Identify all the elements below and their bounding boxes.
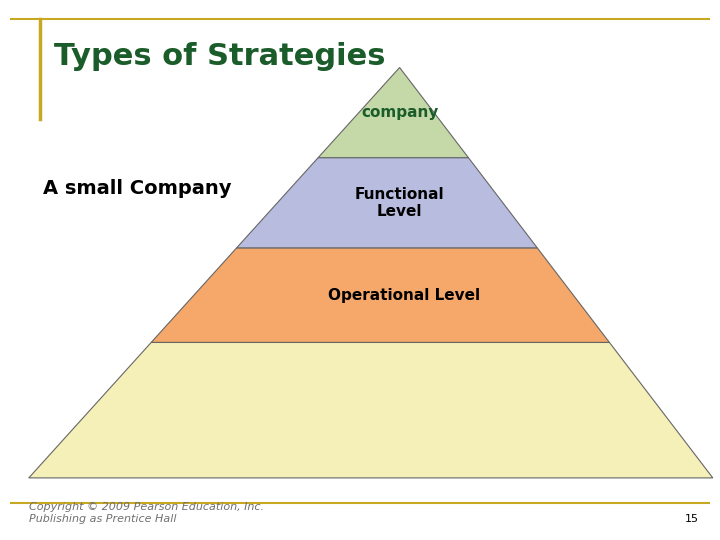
Polygon shape [151,248,609,342]
Text: A small Company: A small Company [43,179,232,199]
Polygon shape [29,342,713,478]
Text: Copyright © 2009 Pearson Education, Inc.
Publishing as Prentice Hall: Copyright © 2009 Pearson Education, Inc.… [29,502,264,524]
Text: Types of Strategies: Types of Strategies [54,42,385,71]
Polygon shape [318,68,469,158]
Text: Operational Level: Operational Level [328,288,480,303]
Text: 15: 15 [685,514,698,524]
Text: company: company [361,105,438,120]
Text: Functional
Level: Functional Level [355,187,444,219]
Polygon shape [236,158,537,248]
